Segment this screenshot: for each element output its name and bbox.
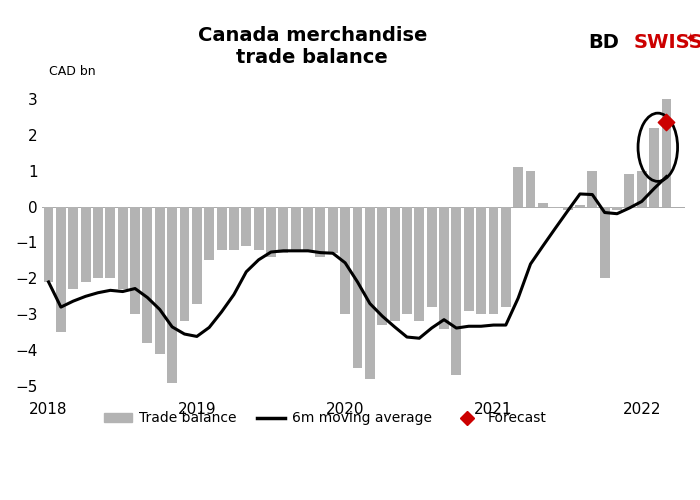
Bar: [192, 206, 202, 304]
Bar: [612, 206, 622, 210]
Bar: [69, 206, 78, 289]
Bar: [316, 206, 326, 257]
Bar: [513, 167, 523, 206]
Bar: [229, 206, 239, 250]
Bar: [501, 206, 511, 307]
Bar: [216, 206, 227, 250]
Bar: [279, 206, 288, 253]
Bar: [253, 206, 264, 250]
Bar: [550, 206, 560, 208]
Bar: [575, 204, 585, 206]
Bar: [43, 206, 53, 282]
Bar: [328, 206, 337, 253]
Bar: [365, 206, 374, 379]
Bar: [452, 206, 461, 376]
Bar: [662, 99, 671, 206]
Text: ✦: ✦: [685, 32, 696, 46]
Bar: [303, 206, 313, 250]
Bar: [600, 206, 610, 279]
Bar: [637, 170, 647, 206]
Bar: [340, 206, 350, 314]
Text: SWISS: SWISS: [634, 32, 700, 52]
Bar: [167, 206, 177, 382]
Bar: [204, 206, 214, 260]
Bar: [624, 174, 634, 206]
Bar: [538, 203, 548, 206]
Bar: [56, 206, 66, 332]
Bar: [266, 206, 276, 257]
Bar: [563, 206, 573, 210]
Bar: [649, 128, 659, 206]
Bar: [155, 206, 164, 354]
Bar: [241, 206, 251, 246]
Bar: [106, 206, 116, 279]
Point: [661, 118, 672, 126]
Bar: [179, 206, 190, 322]
Bar: [476, 206, 486, 314]
Bar: [390, 206, 400, 322]
Text: BD: BD: [588, 32, 619, 52]
Bar: [439, 206, 449, 328]
Bar: [587, 170, 597, 206]
Bar: [489, 206, 498, 314]
Bar: [464, 206, 474, 310]
Bar: [427, 206, 437, 307]
Bar: [402, 206, 412, 314]
Text: CAD bn: CAD bn: [49, 64, 95, 78]
Title: Canada merchandise
trade balance: Canada merchandise trade balance: [197, 26, 427, 68]
Bar: [414, 206, 424, 322]
Bar: [118, 206, 127, 289]
Bar: [377, 206, 387, 325]
Bar: [130, 206, 140, 314]
Legend: Trade balance, 6m moving average, Forecast: Trade balance, 6m moving average, Foreca…: [99, 406, 552, 431]
Bar: [80, 206, 90, 282]
Bar: [290, 206, 301, 250]
Bar: [526, 170, 536, 206]
Bar: [353, 206, 363, 368]
Bar: [93, 206, 103, 279]
Bar: [143, 206, 153, 343]
